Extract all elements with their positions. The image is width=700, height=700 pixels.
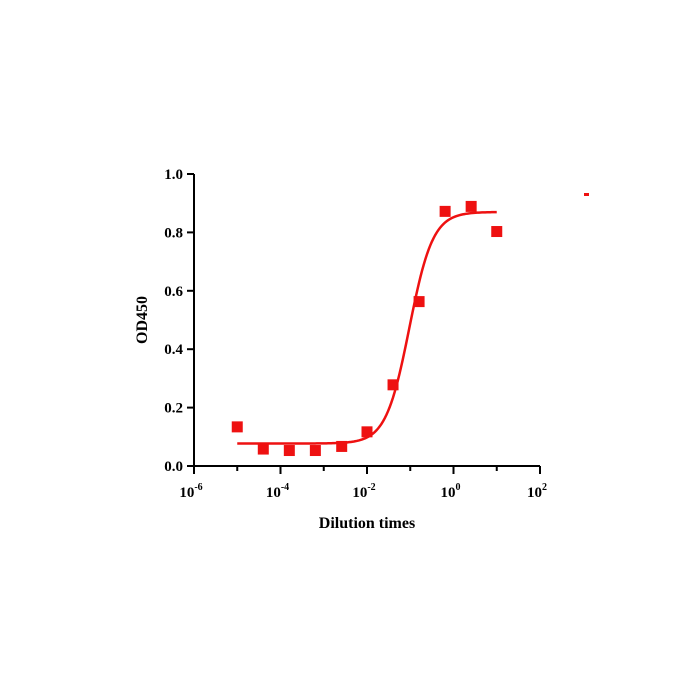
data-point [231, 421, 243, 433]
x-tick-base: 10 [179, 485, 194, 501]
x-tick-label: 10-2 [352, 482, 375, 501]
y-tick-label: 0.0 [164, 459, 183, 475]
data-point [309, 445, 321, 457]
y-tick-label: 1.0 [164, 167, 183, 183]
tick-labels: 0.00.20.40.60.81.010-6 10-4 10-2 100 102 [164, 167, 547, 501]
data-point [465, 200, 477, 212]
data-point [336, 440, 348, 452]
plot-area [231, 200, 503, 457]
x-tick-label: 10-4 [266, 482, 289, 501]
fit-curve [237, 210, 497, 445]
data-point [361, 426, 373, 438]
x-tick-base: 10 [266, 485, 281, 501]
x-tick-base: 10 [352, 485, 367, 501]
x-tick-exponent: 0 [456, 482, 461, 493]
y-tick-label: 0.2 [164, 401, 183, 417]
ticks [187, 173, 541, 474]
x-tick-label: 100 [441, 482, 461, 501]
legend-marker [584, 193, 589, 196]
x-tick-exponent: -6 [194, 482, 202, 493]
x-tick-base: 10 [441, 485, 456, 501]
x-tick-exponent: -2 [367, 482, 375, 493]
axes [193, 174, 540, 467]
data-point [283, 445, 295, 457]
x-axis-title: Dilution times [319, 515, 415, 532]
y-tick-label: 0.6 [164, 284, 183, 300]
data-point [439, 205, 451, 217]
x-tick-label: 10-6 [179, 482, 202, 501]
x-tick-exponent: 2 [542, 482, 547, 493]
y-tick-label: 0.8 [164, 225, 183, 241]
y-tick-label: 0.4 [164, 342, 183, 358]
x-tick-exponent: -4 [281, 482, 289, 493]
data-point [257, 443, 269, 455]
data-point [413, 296, 425, 308]
data-point [387, 379, 399, 391]
x-tick-label: 102 [527, 482, 547, 501]
data-point [491, 226, 503, 238]
y-axis-title: OD450 [134, 296, 151, 344]
x-tick-base: 10 [527, 485, 542, 501]
